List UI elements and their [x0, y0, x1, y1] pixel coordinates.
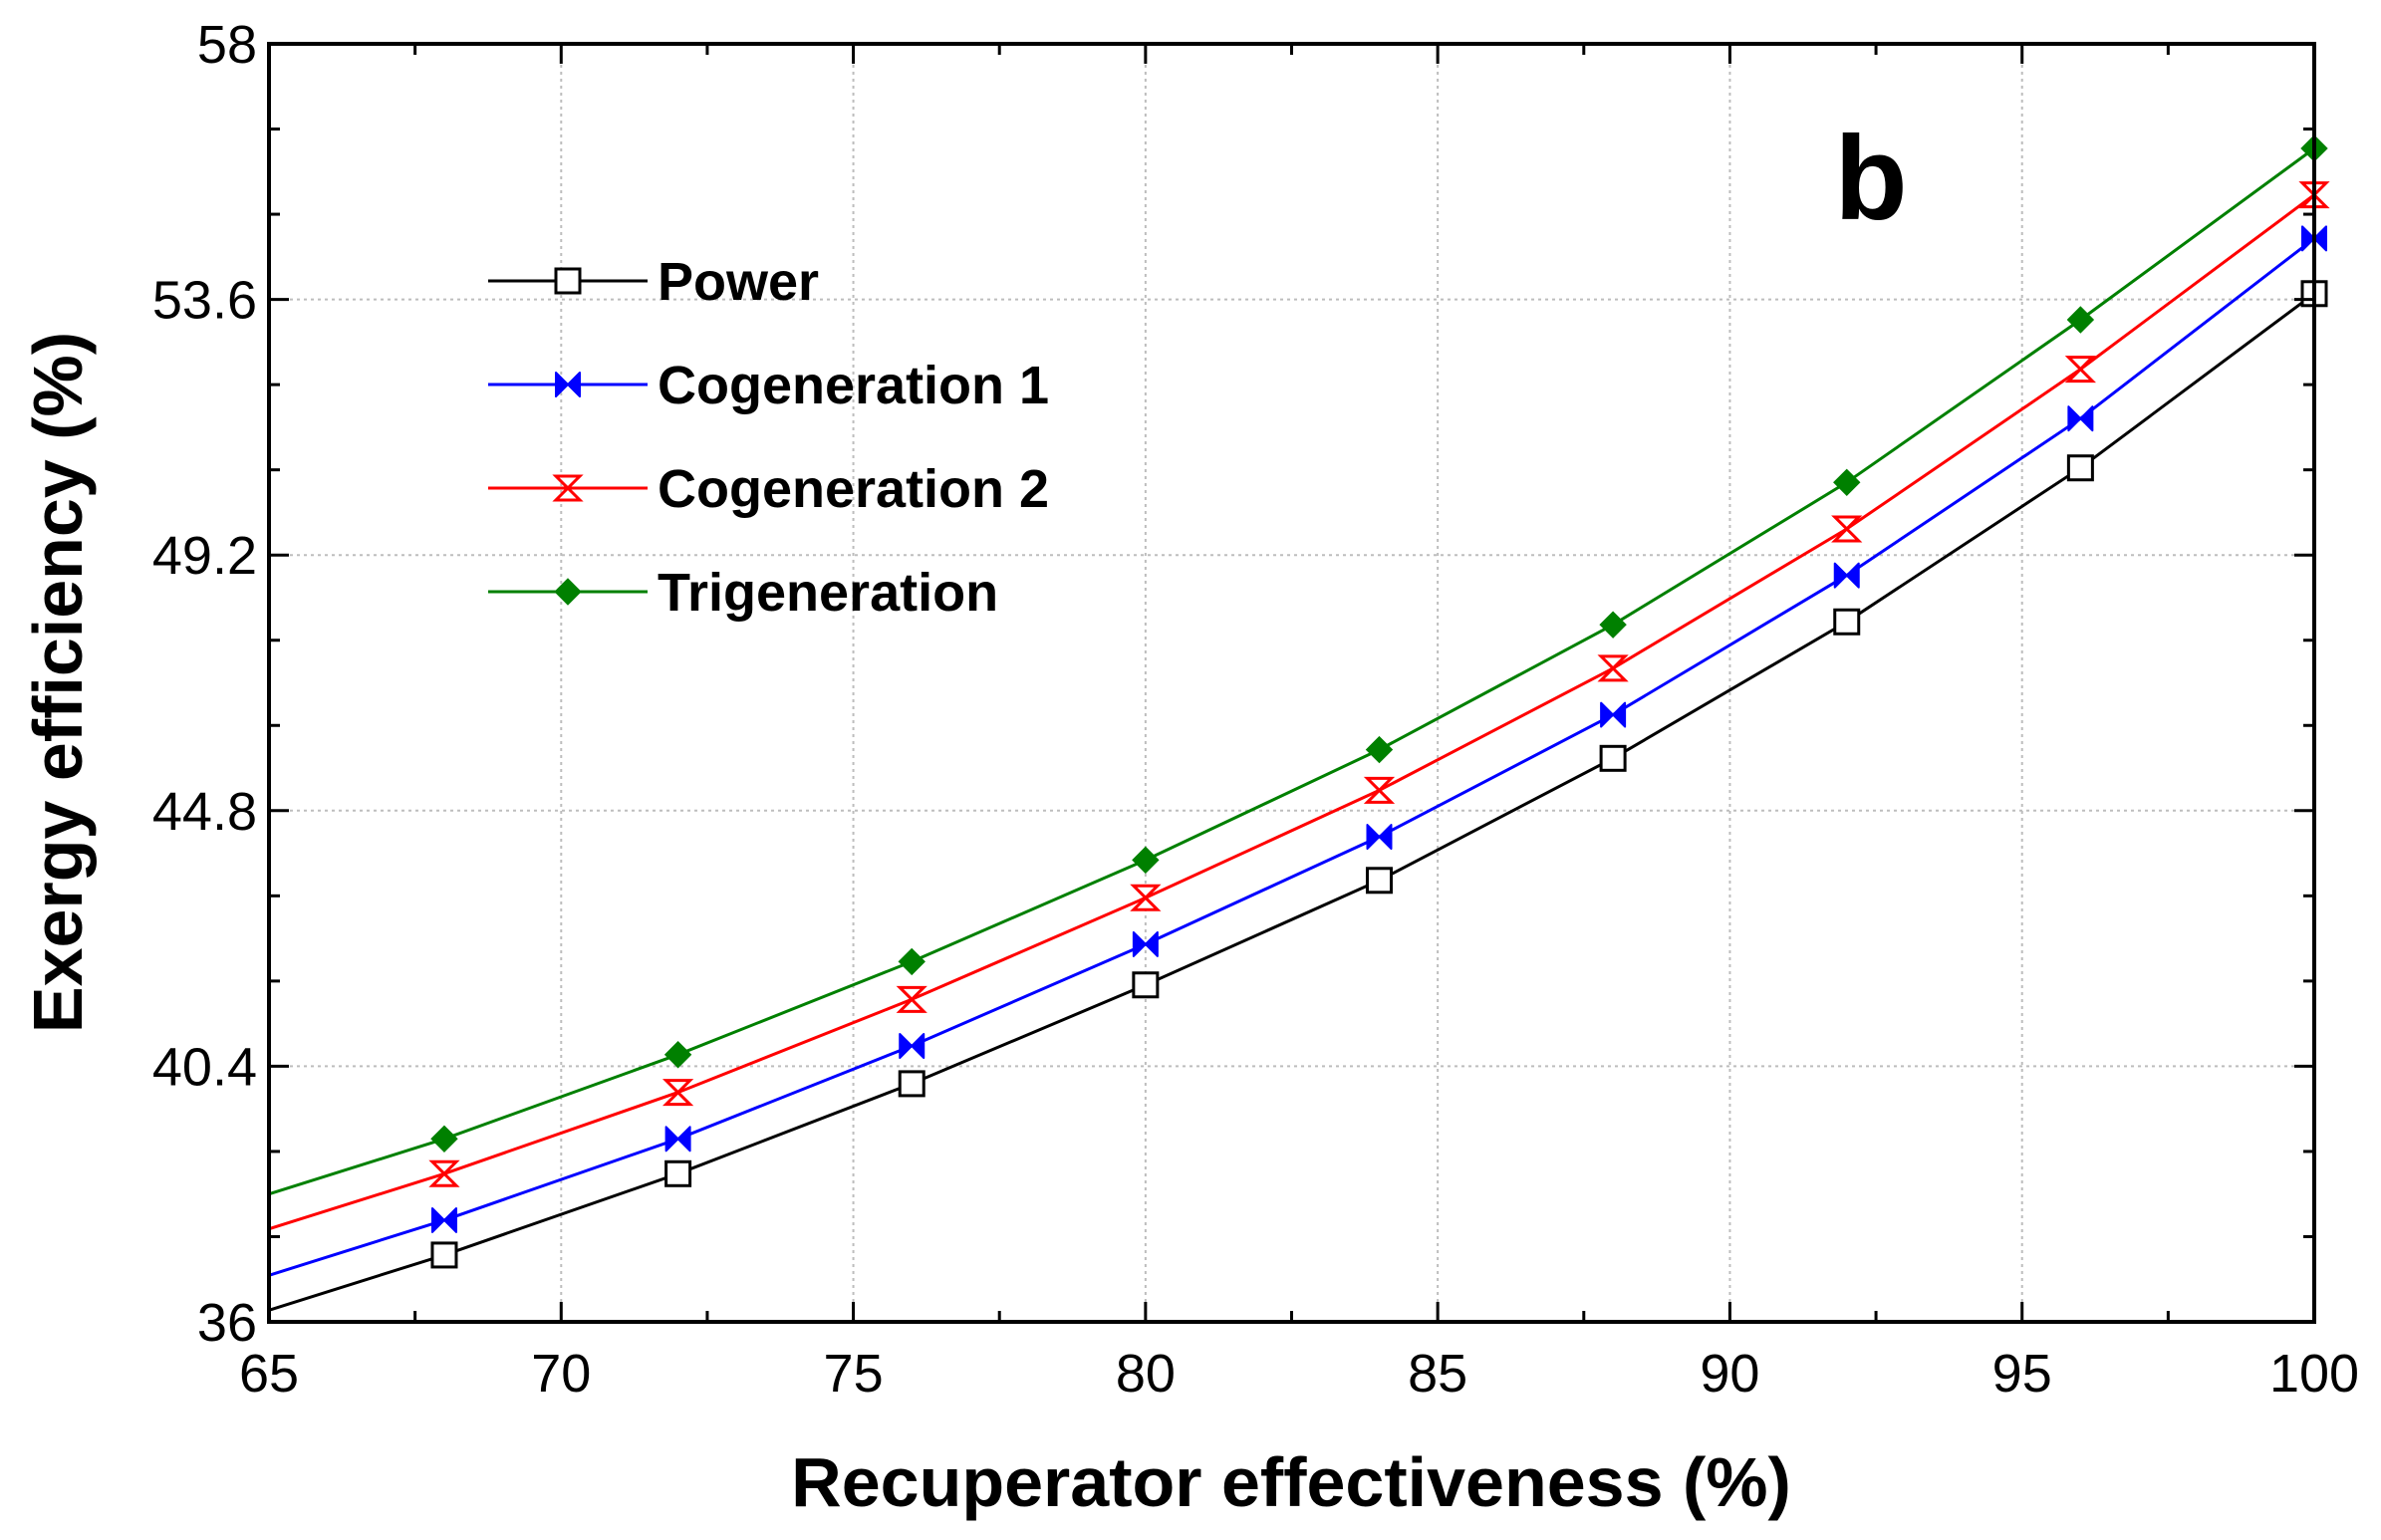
- legend-label: Power: [658, 252, 819, 312]
- legend-marker: [554, 267, 582, 295]
- data-point-cogeneration-2: [896, 985, 927, 1013]
- data-point-cogeneration-1: [664, 1126, 691, 1153]
- series-line-cogeneration-2: [268, 193, 2315, 1231]
- data-point-cogeneration-2: [1130, 884, 1162, 911]
- data-point-cogeneration-2: [1597, 654, 1629, 682]
- data-point-trigeneration: [1833, 468, 1861, 497]
- data-point-cogeneration-1: [1366, 824, 1393, 851]
- panel-label: b: [1834, 112, 1907, 245]
- plot-frame: [267, 42, 2316, 1324]
- data-point-power: [2066, 454, 2094, 482]
- series-line-power: [268, 292, 2315, 1312]
- x-tick-label: 65: [239, 1344, 299, 1404]
- data-point-cogeneration-2: [1831, 515, 1863, 543]
- data-point-cogeneration-1: [899, 1032, 926, 1059]
- legend-item-power: Power: [488, 252, 819, 312]
- series-power: [268, 280, 2328, 1312]
- y-axis-title: Exergy efficiency (%): [19, 332, 97, 1033]
- legend-item-trigeneration: Trigeneration: [488, 563, 998, 623]
- tick-labels: 65 70 75 80 85 90 95 100 36 40.4 44.8 49.2 53.6 58: [152, 15, 2359, 1404]
- legend-label: Cogeneration 1: [658, 356, 1049, 415]
- legend-label: Cogeneration 2: [658, 459, 1049, 519]
- data-point-cogeneration-1: [2301, 225, 2327, 252]
- legend-item-cogeneration-2: Cogeneration 2: [488, 459, 1049, 519]
- data-point-cogeneration-2: [661, 1079, 694, 1107]
- x-tick-label: 95: [1992, 1344, 2052, 1404]
- x-tick-label: 80: [1116, 1344, 1176, 1404]
- data-point-cogeneration-1: [2067, 405, 2094, 432]
- data-point-cogeneration-2: [1363, 776, 1396, 804]
- data-point-power: [1365, 867, 1393, 895]
- series-cogeneration-2: [268, 181, 2330, 1231]
- data-point-trigeneration: [1132, 846, 1160, 875]
- series-line-trigeneration: [268, 146, 2315, 1196]
- x-tick-label: 70: [531, 1344, 591, 1404]
- legend: Power Cogeneration 1 Cogeneration 2 Trigene…: [488, 252, 1049, 623]
- data-point-trigeneration: [430, 1125, 458, 1154]
- series-trigeneration: [268, 134, 2328, 1196]
- x-axis-title: Recuperator effectiveness (%): [791, 1443, 1791, 1521]
- data-point-trigeneration: [1365, 735, 1394, 764]
- legend-marker: [555, 372, 581, 397]
- data-point-trigeneration: [1599, 611, 1627, 639]
- x-tick-label: 85: [1408, 1344, 1467, 1404]
- data-point-trigeneration: [898, 947, 926, 976]
- data-point-cogeneration-2: [428, 1159, 460, 1187]
- legend-item-cogeneration-1: Cogeneration 1: [488, 356, 1049, 415]
- data-point-power: [430, 1241, 458, 1269]
- data-point-cogeneration-1: [1600, 701, 1627, 728]
- data-point-cogeneration-1: [1132, 930, 1159, 957]
- data-point-power: [664, 1159, 692, 1187]
- data-point-trigeneration: [2066, 306, 2095, 334]
- data-point-cogeneration-1: [1833, 562, 1860, 589]
- data-point-cogeneration-2: [2064, 356, 2096, 384]
- legend-marker: [554, 578, 582, 606]
- y-tick-label: 49.2: [152, 526, 257, 586]
- series-layer: [268, 134, 2330, 1312]
- series-line-cogeneration-1: [268, 237, 2315, 1277]
- data-point-power: [1599, 744, 1627, 772]
- legend-label: Trigeneration: [658, 563, 998, 623]
- y-tick-label: 40.4: [152, 1037, 257, 1097]
- data-point-cogeneration-1: [430, 1206, 457, 1233]
- y-tick-label: 58: [197, 15, 257, 75]
- y-tick-label: 36: [197, 1293, 257, 1353]
- legend-marker: [552, 474, 584, 502]
- y-tick-label: 44.8: [152, 782, 257, 842]
- data-point-power: [1132, 971, 1160, 999]
- data-point-trigeneration: [663, 1041, 692, 1069]
- x-tick-label: 75: [824, 1344, 884, 1404]
- x-tick-label: 100: [2269, 1344, 2359, 1404]
- ticks: [267, 42, 2316, 1324]
- grid: [269, 44, 2314, 1322]
- data-point-power: [898, 1070, 926, 1098]
- y-tick-label: 53.6: [152, 271, 257, 331]
- x-tick-label: 90: [1700, 1344, 1759, 1404]
- data-point-power: [1833, 608, 1861, 636]
- series-cogeneration-1: [268, 225, 2327, 1277]
